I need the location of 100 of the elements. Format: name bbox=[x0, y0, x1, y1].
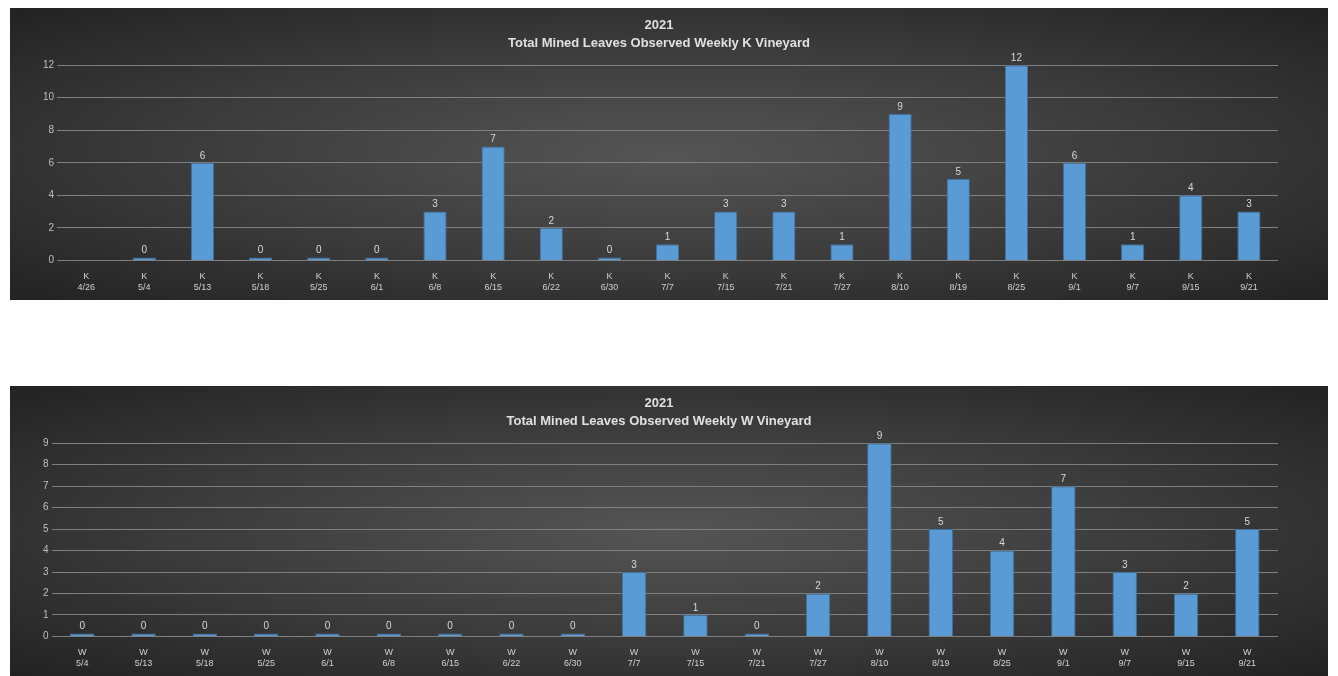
data-label: 3 bbox=[781, 198, 788, 210]
data-label: 5 bbox=[955, 165, 962, 177]
x-tick-label: W 9/21 bbox=[1238, 647, 1257, 669]
y-tick-label: 4 bbox=[48, 189, 55, 201]
data-label: 2 bbox=[1183, 580, 1190, 592]
data-label: 0 bbox=[257, 244, 264, 256]
y-tick-label: 0 bbox=[48, 254, 55, 266]
data-label: 0 bbox=[570, 620, 577, 632]
x-tick-label: K 6/8 bbox=[428, 271, 442, 293]
y-tick-label: 7 bbox=[43, 479, 49, 491]
x-tick-label: K 5/4 bbox=[138, 271, 151, 293]
x-tick-label: K 9/15 bbox=[1182, 271, 1200, 293]
chart-subtitle: Total Mined Leaves Observed Weekly W Vineyard bbox=[506, 412, 812, 428]
data-label: 3 bbox=[631, 558, 638, 570]
data-label: 2 bbox=[815, 580, 822, 592]
data-label: 3 bbox=[432, 198, 439, 210]
x-tick-label: W 6/30 bbox=[564, 647, 582, 669]
data-label: 0 bbox=[202, 620, 209, 632]
x-tick-label: K 4/26 bbox=[77, 271, 95, 293]
x-tick-label: W 7/15 bbox=[686, 647, 705, 669]
x-tick-label: K 5/18 bbox=[251, 271, 270, 293]
x-tick-label: K 8/10 bbox=[891, 271, 909, 293]
data-label: 4 bbox=[1188, 182, 1195, 194]
x-tick-label: W 8/10 bbox=[870, 647, 889, 669]
data-label: 0 bbox=[140, 620, 147, 632]
x-tick-label: K 6/22 bbox=[542, 271, 561, 293]
x-tick-label: K 8/25 bbox=[1007, 271, 1026, 293]
x-tick-label: W 7/7 bbox=[627, 647, 641, 669]
data-label: 7 bbox=[490, 133, 497, 145]
y-tick-label: 2 bbox=[48, 221, 55, 233]
y-tick-label: 9 bbox=[43, 436, 49, 448]
y-tick-label: 2 bbox=[43, 587, 49, 599]
chart-title: 2021 bbox=[644, 395, 674, 411]
data-label: 0 bbox=[606, 244, 613, 256]
data-label: 1 bbox=[1129, 230, 1136, 242]
x-tick-label: K 8/19 bbox=[949, 271, 968, 293]
x-tick-label: K 6/1 bbox=[370, 271, 384, 293]
data-label: 0 bbox=[324, 620, 331, 632]
data-label: 0 bbox=[753, 620, 760, 632]
chart-title: 2021 bbox=[644, 17, 674, 33]
x-tick-label: W 7/27 bbox=[809, 647, 827, 669]
x-tick-label: K 6/15 bbox=[484, 271, 502, 293]
x-tick-label: W 8/25 bbox=[993, 647, 1011, 669]
y-tick-label: 12 bbox=[43, 58, 55, 70]
data-label: 1 bbox=[839, 230, 846, 242]
x-tick-label: W 5/13 bbox=[134, 647, 153, 669]
x-tick-label: W 9/7 bbox=[1118, 647, 1131, 669]
x-tick-label: K 7/27 bbox=[833, 271, 851, 293]
y-tick-label: 8 bbox=[43, 458, 49, 470]
data-label: 0 bbox=[315, 244, 322, 256]
y-tick-label: 5 bbox=[43, 522, 49, 534]
data-label: 6 bbox=[1071, 149, 1078, 161]
x-tick-label: W 6/15 bbox=[441, 647, 459, 669]
data-label: 5 bbox=[937, 515, 944, 527]
x-tick-label: K 5/13 bbox=[193, 271, 212, 293]
data-label: 12 bbox=[1010, 51, 1023, 63]
y-tick-label: 6 bbox=[43, 501, 49, 513]
y-tick-label: 1 bbox=[43, 608, 49, 620]
data-label: 0 bbox=[386, 620, 393, 632]
y-tick-label: 10 bbox=[43, 91, 55, 103]
data-label: 1 bbox=[692, 601, 699, 613]
data-label: 0 bbox=[508, 620, 515, 632]
x-tick-label: K 7/15 bbox=[716, 271, 735, 293]
x-tick-label: W 8/19 bbox=[931, 647, 950, 669]
data-label: 0 bbox=[79, 620, 86, 632]
x-tick-label: W 5/18 bbox=[196, 647, 214, 669]
chart-subtitle: Total Mined Leaves Observed Weekly K Vineyard bbox=[507, 34, 811, 50]
x-tick-label: W 5/25 bbox=[257, 647, 275, 669]
x-tick-label: K 9/21 bbox=[1240, 271, 1258, 293]
data-label: 3 bbox=[722, 198, 729, 210]
y-tick-label: 3 bbox=[43, 565, 49, 577]
data-label: 5 bbox=[1244, 515, 1251, 527]
x-tick-label: W 5/4 bbox=[75, 647, 89, 669]
data-label: 2 bbox=[548, 214, 555, 226]
data-label: 0 bbox=[141, 244, 148, 256]
x-tick-label: W 7/21 bbox=[748, 647, 766, 669]
x-tick-label: W 6/22 bbox=[502, 647, 521, 669]
data-label: 0 bbox=[263, 620, 270, 632]
y-tick-label: 6 bbox=[48, 156, 55, 168]
x-tick-label: K 7/7 bbox=[661, 271, 674, 293]
x-tick-label: W 6/1 bbox=[321, 647, 334, 669]
y-tick-label: 8 bbox=[48, 124, 55, 136]
x-tick-label: K 7/21 bbox=[775, 271, 793, 293]
data-label: 0 bbox=[374, 244, 381, 256]
data-label: 0 bbox=[447, 620, 454, 632]
x-tick-label: W 9/15 bbox=[1177, 647, 1195, 669]
data-label: 3 bbox=[1246, 198, 1253, 210]
data-label: 9 bbox=[897, 100, 904, 112]
y-tick-label: 0 bbox=[43, 630, 49, 642]
x-tick-label: K 9/1 bbox=[1068, 271, 1081, 293]
x-tick-label: K 6/30 bbox=[600, 271, 619, 293]
data-label: 3 bbox=[1121, 558, 1128, 570]
x-tick-label: W 9/1 bbox=[1057, 647, 1070, 669]
data-label: 7 bbox=[1060, 472, 1067, 484]
x-tick-label: W 6/8 bbox=[382, 647, 396, 669]
data-label: 4 bbox=[999, 537, 1006, 549]
x-tick-label: K 5/25 bbox=[309, 271, 328, 293]
x-tick-label: K 9/7 bbox=[1126, 271, 1139, 293]
data-label: 6 bbox=[199, 149, 206, 161]
y-tick-label: 4 bbox=[43, 544, 49, 556]
